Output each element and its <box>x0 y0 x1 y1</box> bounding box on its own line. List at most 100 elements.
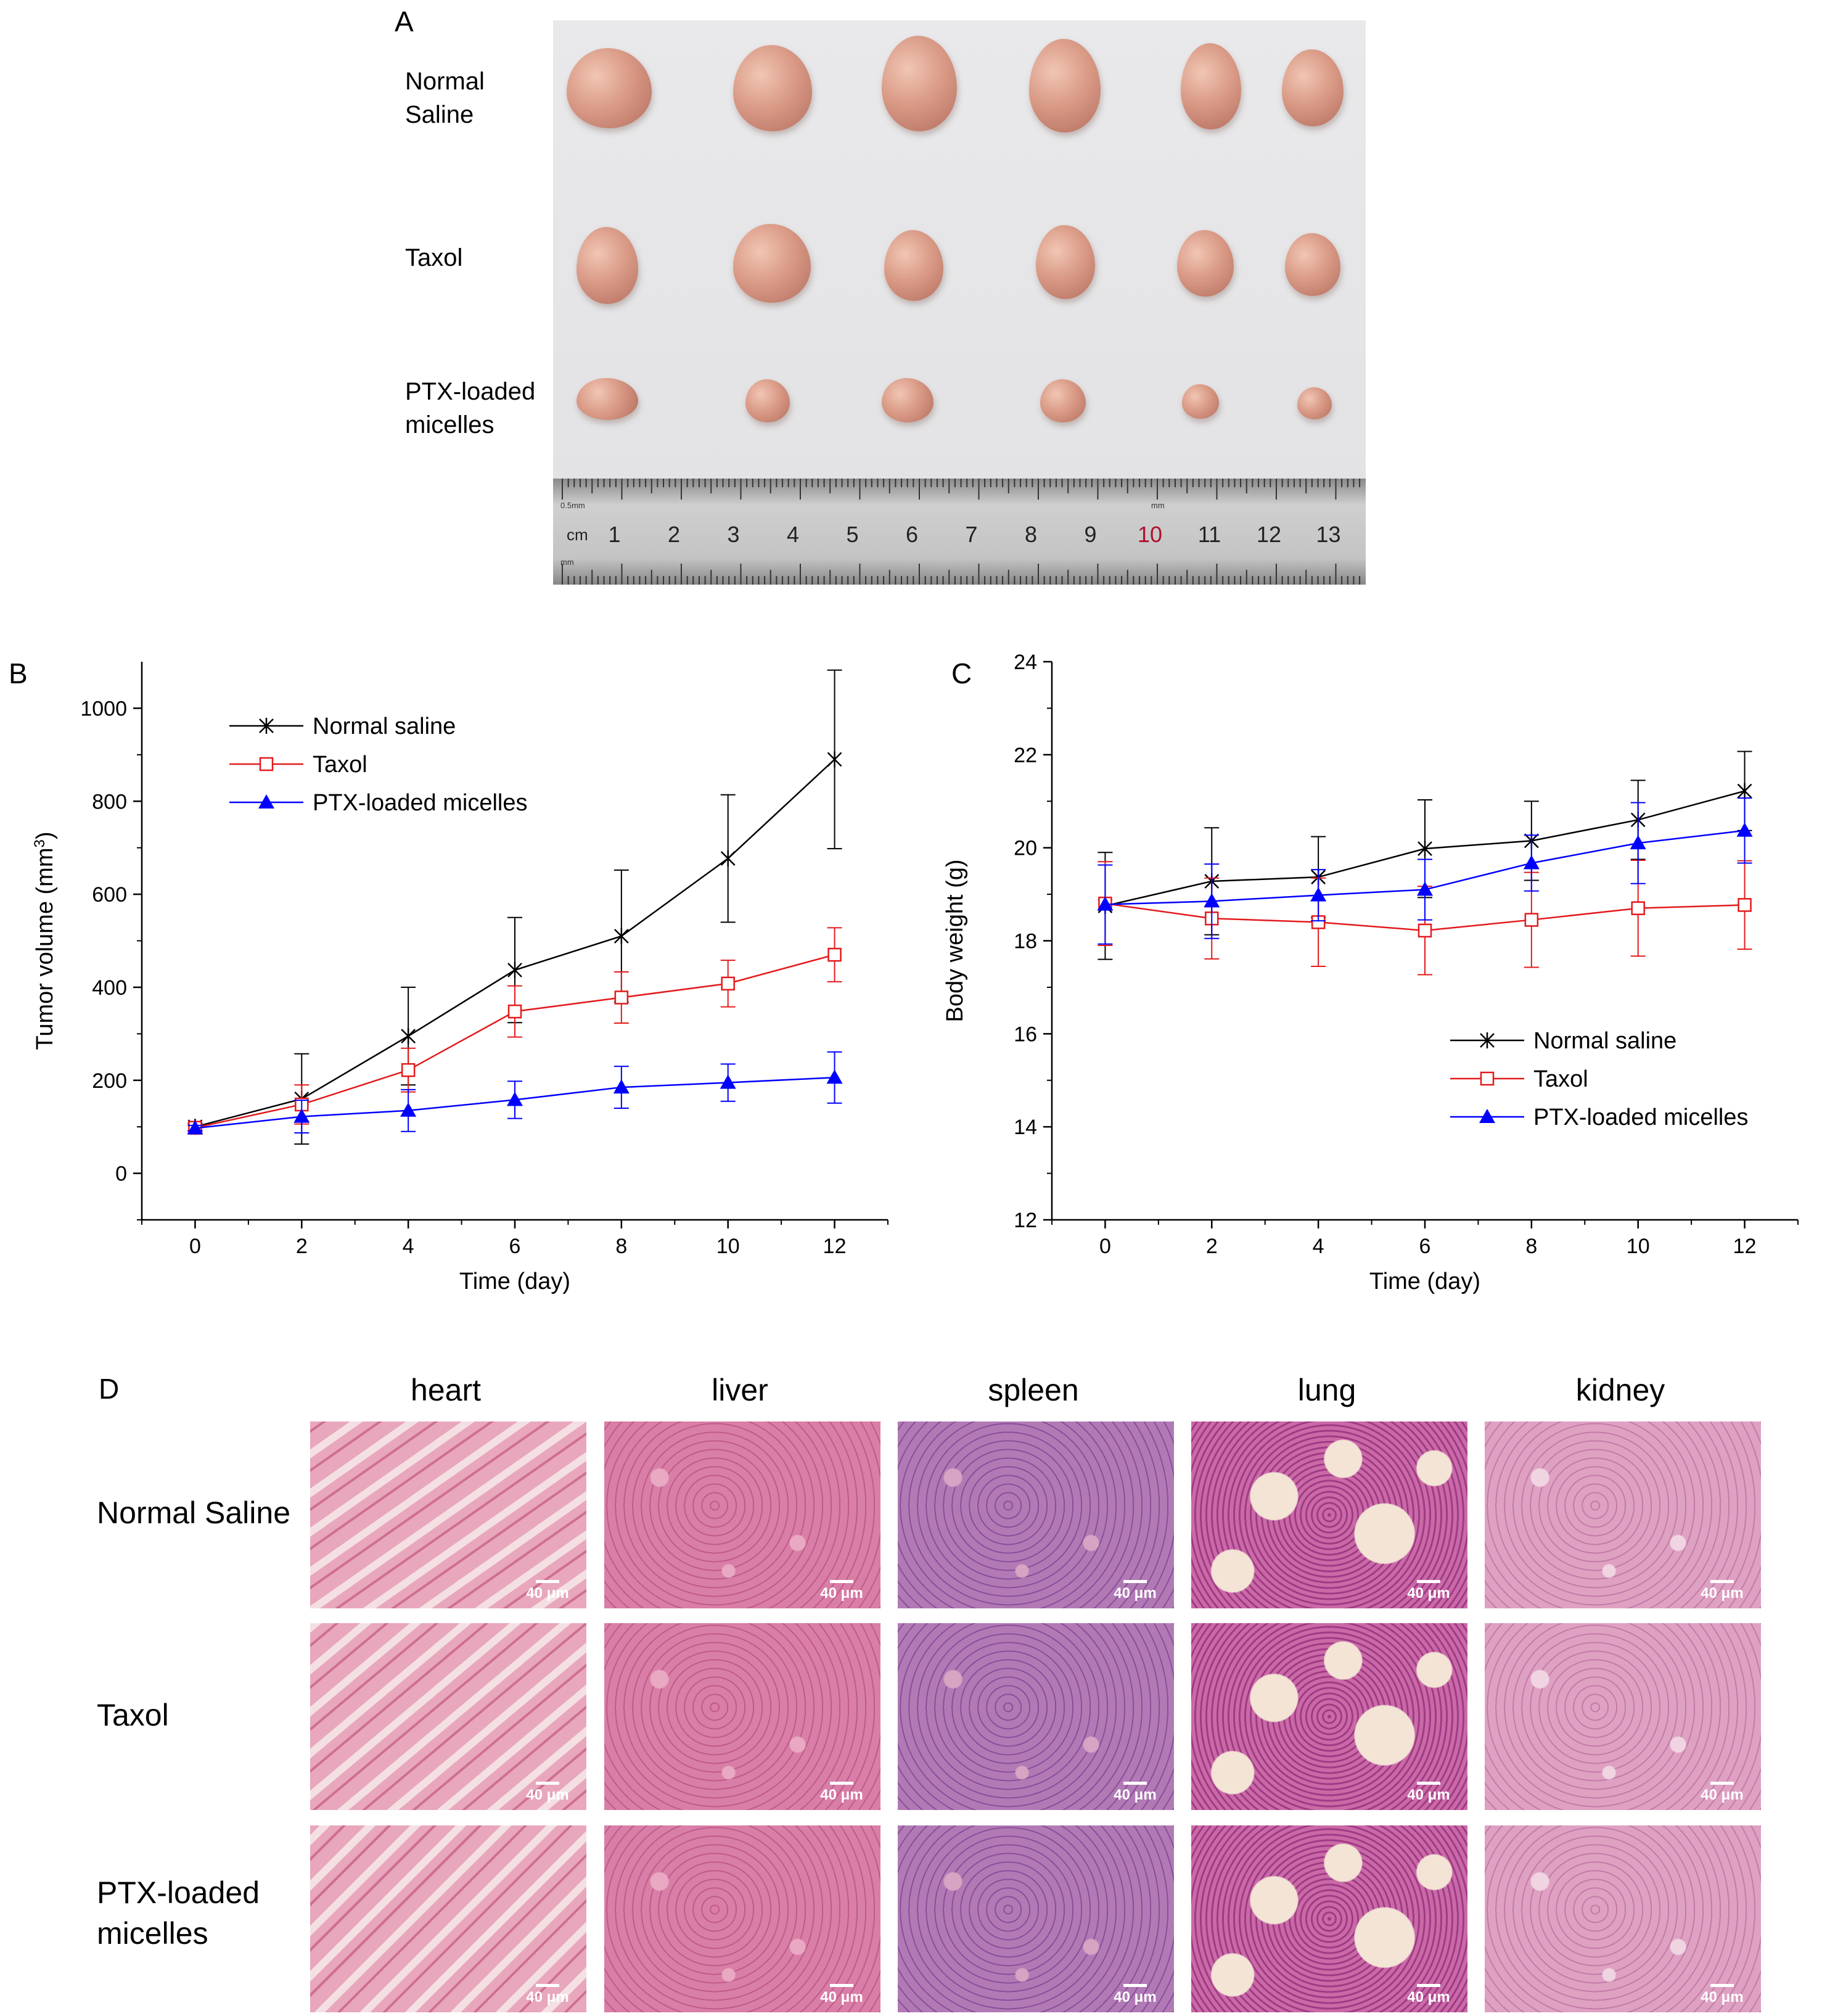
ruler-number: 1 <box>608 522 620 547</box>
scale-bar-label: 40 μm <box>526 1585 569 1602</box>
histology-image-liver: 40 μm <box>604 1825 880 2012</box>
histology-image-spleen: 40 μm <box>898 1623 1174 1810</box>
scale-bar-label: 40 μm <box>1114 1989 1157 2006</box>
ruler-number: 10 <box>1138 522 1162 547</box>
square-marker <box>1418 923 1432 938</box>
tumor-normal-6 <box>1282 49 1344 126</box>
histology-image-liver: 40 μm <box>604 1421 880 1608</box>
scale-bar: 40 μm <box>814 1782 869 1804</box>
organ-title-liver: liver <box>712 1373 768 1407</box>
histology-image-kidney: 40 μm <box>1485 1421 1761 1608</box>
square-marker <box>259 757 274 771</box>
ruler-number: 11 <box>1198 522 1221 547</box>
panel-c-letter: C <box>951 657 972 689</box>
histology-image-kidney: 40 μm <box>1485 1623 1761 1810</box>
ruler-small-bottom: mm <box>560 557 574 567</box>
histology-image-lung: 40 μm <box>1191 1825 1467 2012</box>
scale-bar-line <box>1417 1580 1440 1583</box>
scale-bar-line <box>1710 1580 1734 1583</box>
panel-d-letter: D <box>99 1373 120 1405</box>
x-tick-label: 12 <box>823 1235 847 1258</box>
triangle-marker <box>1097 896 1114 911</box>
ruler-number: 8 <box>1025 522 1037 547</box>
ruler-body <box>553 479 1366 585</box>
row-label-line: Taxol <box>405 244 463 271</box>
tumor-ptx-3 <box>882 378 933 422</box>
series-filled-triangle <box>187 1051 843 1135</box>
panel-a-row-label-ptx: PTX-loaded micelles <box>405 375 535 442</box>
x-axis-label: Time (day) <box>459 1269 570 1294</box>
tumor-taxol-3 <box>884 230 943 301</box>
panel-d-row-label-normal: Normal Saline <box>97 1492 290 1533</box>
panel-a-row-label-taxol: Taxol <box>405 241 462 274</box>
series-filled-triangle <box>1097 797 1753 945</box>
y-tick-label: 1000 <box>80 697 127 720</box>
triangle-marker <box>507 1092 523 1106</box>
y-tick-label: 18 <box>1014 930 1037 953</box>
panel-b-letter: B <box>9 657 28 689</box>
y-axis-label-sup: 3 <box>31 839 48 847</box>
triangle-marker <box>613 1079 630 1094</box>
square-marker <box>1631 901 1645 915</box>
triangle-marker <box>1630 835 1646 850</box>
square-marker <box>614 990 629 1005</box>
legend-label: Normal saline <box>1533 1028 1676 1054</box>
tumor-taxol-6 <box>1285 233 1340 296</box>
tumor-taxol-2 <box>733 224 811 303</box>
scale-bar-line <box>536 1580 559 1583</box>
panel-d-row-label-taxol: Taxol <box>97 1695 169 1735</box>
y-axis-label: Tumor volume (mm3) <box>31 832 59 1050</box>
tumor-ptx-6 <box>1297 387 1332 419</box>
chart-b: 0 200 400 600 800 1000 0 2 4 6 8 10 12 Time (day) Tumo… <box>31 662 888 1294</box>
ruler-number: 12 <box>1257 522 1281 547</box>
x-tick-label: 8 <box>1525 1235 1537 1258</box>
x-tick-label: 0 <box>189 1235 201 1258</box>
ruler-number: 7 <box>965 522 977 547</box>
tumor-normal-2 <box>733 45 812 131</box>
scale-bar-label: 40 μm <box>820 1787 863 1803</box>
square-marker <box>401 1063 416 1077</box>
ruler-numbers: 1 2 3 4 5 6 7 8 9 10 11 12 13 <box>608 522 1340 547</box>
x-tick-label: 10 <box>716 1235 740 1258</box>
tumor-ptx-2 <box>745 379 790 422</box>
x-tick-label: 10 <box>1627 1235 1650 1258</box>
ruler-ticks-bottom <box>562 564 1361 585</box>
scale-bar: 40 μm <box>1694 1984 1750 2006</box>
panel-d-row-label-ptx: PTX-loaded micelles <box>97 1872 260 1954</box>
y-tick-label: 600 <box>92 883 127 907</box>
scale-bar: 40 μm <box>1107 1580 1163 1602</box>
row-label-line: PTX-loaded <box>97 1875 260 1910</box>
scale-bar-line <box>830 1782 853 1785</box>
row-label-line: Normal Saline <box>97 1496 291 1530</box>
scale-bar-line <box>1123 1782 1147 1785</box>
triangle-marker <box>1417 881 1433 896</box>
organ-title-heart: heart <box>411 1373 481 1407</box>
legend-label: Normal saline <box>313 714 456 739</box>
triangle-marker <box>258 794 274 808</box>
y-tick-label: 22 <box>1014 744 1037 767</box>
tumor-normal-4 <box>1029 39 1101 133</box>
square-marker <box>1480 1071 1495 1086</box>
scale-bar-label: 40 μm <box>526 1787 569 1803</box>
histology-image-kidney: 40 μm <box>1485 1825 1761 2012</box>
scale-bar: 40 μm <box>520 1984 575 2006</box>
tumor-taxol-4 <box>1036 225 1095 299</box>
triangle-marker <box>720 1074 736 1089</box>
triangle-marker <box>400 1102 417 1117</box>
ruler-number: 4 <box>787 522 799 547</box>
ruler-number: 6 <box>906 522 918 547</box>
tumor-ptx-1 <box>576 378 638 420</box>
scale-bar-line <box>1123 1984 1147 1987</box>
y-tick-label: 400 <box>92 976 127 1000</box>
square-marker <box>827 947 842 962</box>
scale-bar-label: 40 μm <box>1407 1989 1450 2006</box>
square-marker <box>721 976 735 991</box>
scale-bar-label: 40 μm <box>1701 1989 1744 2006</box>
x-tick-label: 2 <box>1206 1235 1218 1258</box>
triangle-marker <box>826 1069 843 1084</box>
row-label-line: Normal <box>405 68 485 95</box>
row-label-line: PTX-loaded <box>405 378 536 405</box>
histology-image-lung: 40 μm <box>1191 1623 1467 1810</box>
series-asterisk <box>187 669 842 1145</box>
